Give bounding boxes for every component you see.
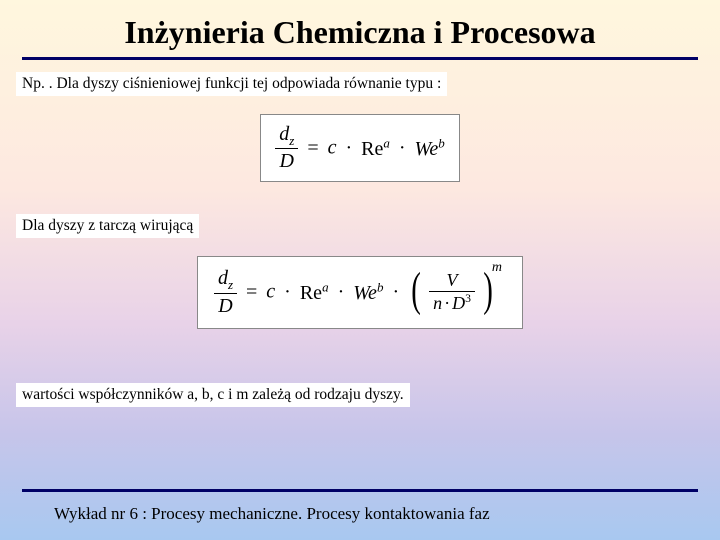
eq1-num-sub: z [289,133,294,148]
eq1-a: a [383,135,390,150]
eq1-num-d: d [279,123,289,145]
eq2-inner-num: V [429,271,475,292]
eq1-re: Re [361,138,383,160]
intro-text-3: wartości współczynników a, b, c i m zale… [16,383,410,407]
eq2-inner-n: n [433,293,442,313]
footer-rule [22,489,698,492]
eq2-b: b [377,280,384,295]
eq1-b: b [438,135,445,150]
eq2-num-d: d [218,267,228,289]
intro-text-1: Np. . Dla dyszy ciśnieniowej funkcji tej… [16,72,447,96]
eq2-inner-D: D [452,293,465,313]
eq2-a: a [322,280,329,295]
equation-1: dz D = c · Rea · Web [260,114,460,182]
title-rule [22,57,698,60]
eq2-we: We [353,282,377,304]
eq2-den: D [214,294,237,318]
eq2-inner-exp: 3 [465,292,471,305]
eq1-den: D [275,149,298,173]
eq2-c: c [266,281,275,303]
intro-text-2: Dla dyszy z tarczą wirującą [16,214,199,238]
eq2-re: Re [300,282,322,304]
footer-text: Wykład nr 6 : Procesy mechaniczne. Proce… [54,504,490,524]
eq1-we: We [415,138,439,160]
page-title: Inżynieria Chemiczna i Procesowa [0,0,720,57]
eq2-m: m [492,260,502,275]
equation-2-wrap: dz D = c · Rea · Web · ( V n·D3 )m [0,256,720,328]
eq1-c: c [328,137,337,159]
equation-1-wrap: dz D = c · Rea · Web [0,114,720,182]
equation-2: dz D = c · Rea · Web · ( V n·D3 )m [197,256,523,328]
eq2-num-sub: z [228,277,233,292]
